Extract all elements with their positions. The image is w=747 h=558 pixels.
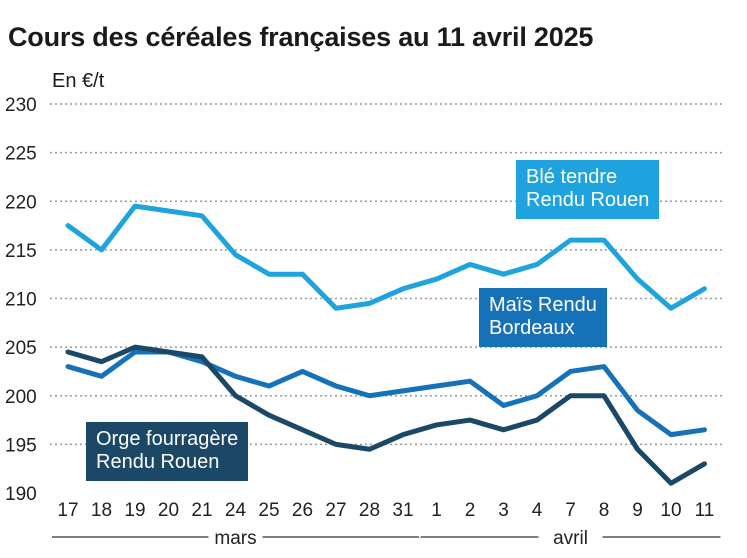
series-label-line: Rendu Rouen bbox=[96, 451, 220, 473]
series-lines bbox=[65, 203, 707, 486]
x-tick-label: 7 bbox=[565, 500, 576, 521]
x-tick-label: 18 bbox=[91, 500, 112, 521]
x-axis-ticks: 17 18 19 20 21 24 25 26 27 28 31 1 2 3 4 7 8 9 10 11 bbox=[57, 500, 714, 521]
month-label: avril bbox=[553, 528, 588, 549]
series-label-ble-tendre: Blé tendre Rendu Rouen bbox=[516, 160, 660, 219]
month-label: mars bbox=[214, 528, 256, 549]
x-tick-label: 3 bbox=[498, 500, 509, 521]
series-label-line: Maïs Rendu bbox=[489, 294, 597, 316]
series-line bbox=[65, 203, 707, 311]
y-axis-ticks: 190 195 200 205 210 215 220 225 230 bbox=[5, 95, 37, 505]
x-tick-label: 4 bbox=[532, 500, 543, 521]
x-tick-label: 10 bbox=[660, 500, 681, 521]
y-tick-label: 195 bbox=[5, 435, 37, 456]
x-tick-label: 28 bbox=[359, 500, 380, 521]
y-tick-label: 200 bbox=[5, 387, 37, 408]
series-label-mais: Maïs Rendu Bordeaux bbox=[479, 288, 607, 347]
series-label-line: Rendu Rouen bbox=[526, 189, 650, 211]
series-label-line: Orge fourragère bbox=[96, 428, 239, 450]
y-tick-label: 215 bbox=[5, 241, 37, 262]
x-tick-label: 31 bbox=[392, 500, 413, 521]
x-tick-label: 17 bbox=[57, 500, 78, 521]
x-tick-label: 2 bbox=[465, 500, 476, 521]
chart-title: Cours des céréales françaises au 11 avri… bbox=[8, 22, 594, 52]
x-tick-label: 11 bbox=[695, 500, 715, 521]
y-tick-label: 210 bbox=[5, 290, 37, 311]
x-tick-label: 26 bbox=[292, 500, 313, 521]
y-tick-label: 190 bbox=[5, 484, 37, 505]
x-tick-label: 8 bbox=[599, 500, 610, 521]
series-label-line: Bordeaux bbox=[489, 317, 575, 339]
y-tick-label: 220 bbox=[5, 192, 37, 213]
y-tick-label: 205 bbox=[5, 338, 37, 359]
x-tick-label: 9 bbox=[632, 500, 643, 521]
x-tick-label: 24 bbox=[225, 500, 247, 521]
x-tick-label: 19 bbox=[124, 500, 145, 521]
month-axis: mars avril bbox=[52, 528, 721, 549]
x-tick-label: 25 bbox=[258, 500, 279, 521]
y-tick-label: 225 bbox=[5, 144, 37, 165]
x-tick-label: 20 bbox=[158, 500, 179, 521]
series-label-orge: Orge fourragère Rendu Rouen bbox=[86, 422, 249, 481]
x-tick-label: 21 bbox=[191, 500, 212, 521]
x-tick-label: 27 bbox=[325, 500, 346, 521]
x-tick-label: 1 bbox=[431, 500, 442, 521]
series-label-line: Blé tendre bbox=[526, 166, 618, 188]
y-axis-unit-label: En €/t bbox=[52, 70, 105, 92]
series-line bbox=[65, 344, 707, 486]
y-tick-label: 230 bbox=[5, 95, 37, 116]
